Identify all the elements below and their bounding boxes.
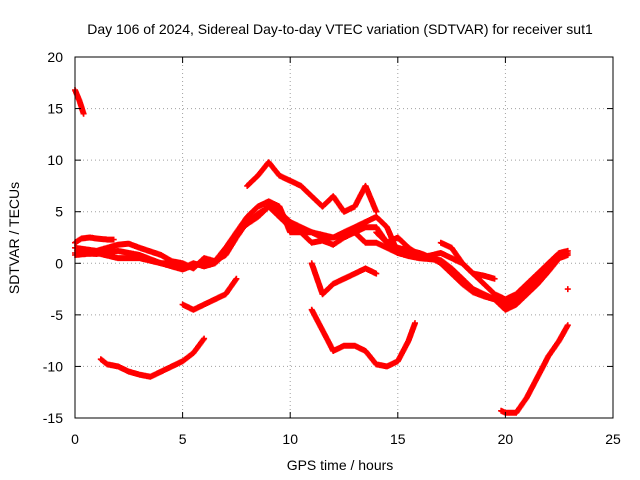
axis-ticks: 0 5 10 15 20 25 -15 -10 -5 0 5 10 15 20 (43, 49, 621, 447)
x-tick-label: 20 (498, 431, 514, 447)
series-arc-8 (437, 239, 498, 282)
x-tick-label: 15 (390, 431, 406, 447)
x-tick-label: 0 (71, 431, 79, 447)
y-tick-label: -10 (43, 358, 63, 374)
data-markers (244, 159, 380, 215)
series-arc-6 (244, 159, 380, 215)
y-tick-label: 5 (55, 204, 63, 220)
y-tick-label: 15 (47, 101, 63, 117)
y-tick-label: 20 (47, 49, 63, 65)
x-tick-label: 5 (179, 431, 187, 447)
chart-title: Day 106 of 2024, Sidereal Day-to-day VTE… (87, 21, 593, 37)
y-tick-label: 10 (47, 152, 63, 168)
plot-frame (74, 56, 614, 419)
x-axis-label: GPS time / hours (287, 457, 394, 473)
data-markers (97, 335, 208, 380)
x-tick-label: 25 (605, 431, 621, 447)
series-arc-13 (498, 322, 571, 416)
series-arc-9 (308, 260, 380, 298)
series-arc-11 (97, 335, 208, 380)
data-markers (437, 239, 498, 282)
series-point-1 (564, 286, 571, 293)
y-tick-label: -15 (43, 410, 63, 426)
y-tick-label: -5 (51, 307, 64, 323)
x-tick-label: 10 (282, 431, 298, 447)
y-axis-label: SDTVAR / TECUs (6, 182, 22, 294)
series-arc-7 (373, 229, 423, 258)
data-markers (308, 260, 380, 298)
data-series (72, 87, 571, 416)
data-markers (373, 229, 423, 258)
data-markers (564, 286, 571, 293)
data-markers (498, 322, 571, 416)
data-markers (308, 306, 418, 370)
data-markers (179, 275, 240, 313)
series-arc-10 (179, 275, 240, 313)
series-arc-12 (308, 306, 418, 370)
y-tick-label: 0 (55, 255, 63, 271)
